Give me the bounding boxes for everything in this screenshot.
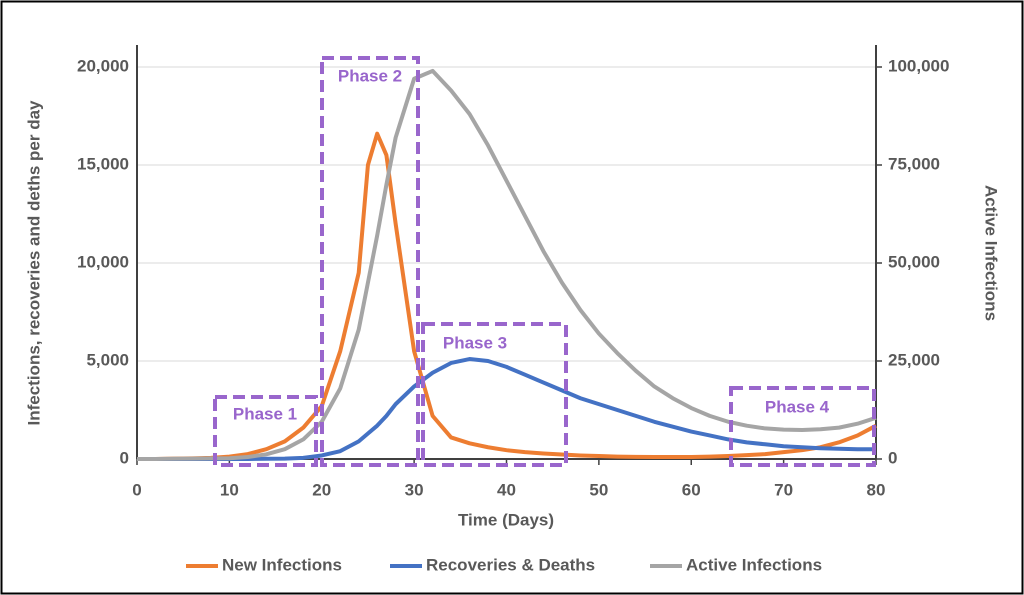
x-tick-label: 60 bbox=[682, 480, 701, 499]
y2-tick-label: 75,000 bbox=[888, 154, 940, 173]
legend-label: Active Infections bbox=[686, 555, 822, 574]
phase-box bbox=[421, 322, 568, 467]
y-tick-label: 0 bbox=[120, 448, 129, 467]
y2-tick-label: 100,000 bbox=[888, 56, 949, 75]
x-tick-label: 30 bbox=[405, 480, 424, 499]
y2-tick-label: 0 bbox=[888, 448, 897, 467]
y2-axis-title: Active Infections bbox=[982, 185, 1001, 321]
x-tick-label: 80 bbox=[867, 480, 886, 499]
phase-label: Phase 2 bbox=[338, 66, 402, 85]
y-tick-label: 10,000 bbox=[77, 252, 129, 271]
x-tick-label: 70 bbox=[774, 480, 793, 499]
x-tick-label: 40 bbox=[497, 480, 516, 499]
x-tick-label: 0 bbox=[132, 480, 141, 499]
phase-box bbox=[213, 395, 318, 467]
y-tick-label: 15,000 bbox=[77, 154, 129, 173]
legend-label: Recoveries & Deaths bbox=[426, 555, 595, 574]
x-tick-label: 10 bbox=[220, 480, 239, 499]
phase-label: Phase 1 bbox=[233, 404, 297, 423]
y-tick-label: 5,000 bbox=[86, 350, 129, 369]
y2-tick-label: 25,000 bbox=[888, 350, 940, 369]
y2-tick-label: 50,000 bbox=[888, 252, 940, 271]
series-line bbox=[137, 131, 877, 461]
phase-label: Phase 4 bbox=[765, 397, 830, 416]
legend-label: New Infections bbox=[222, 555, 342, 574]
x-tick-label: 20 bbox=[312, 480, 331, 499]
y-tick-label: 20,000 bbox=[77, 56, 129, 75]
phase-box bbox=[729, 386, 876, 467]
phase-box bbox=[320, 56, 420, 467]
y-axis-title: Infections, recoveries and deths per day bbox=[24, 100, 43, 426]
series-line bbox=[137, 68, 877, 461]
series-line bbox=[137, 357, 876, 461]
x-axis-title: Time (Days) bbox=[458, 510, 554, 529]
x-tick-label: 50 bbox=[589, 480, 608, 499]
phase-label: Phase 3 bbox=[443, 333, 507, 352]
